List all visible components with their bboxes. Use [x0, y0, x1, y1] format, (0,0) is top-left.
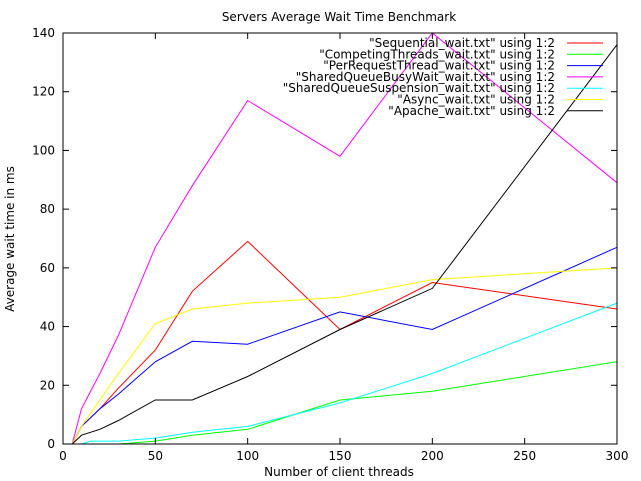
- x-tick-label: 200: [421, 449, 444, 463]
- y-tick-label: 140: [32, 26, 55, 40]
- y-tick-label: 60: [40, 261, 55, 275]
- series-line-4: [64, 32, 618, 445]
- legend-label-2: "CompetingThreads_wait.txt" using 1:2: [319, 47, 555, 61]
- series-line-6: [64, 267, 618, 445]
- y-tick-label: 80: [40, 202, 55, 216]
- y-tick-label: 100: [32, 143, 55, 157]
- x-tick-label: 300: [606, 449, 629, 463]
- y-tick-label: 0: [47, 437, 55, 451]
- chart-title: Servers Average Wait Time Benchmark: [222, 10, 456, 24]
- legend-label-1: "Sequential_wait.txt" using 1:2: [369, 36, 555, 50]
- x-tick-label: 0: [59, 449, 67, 463]
- y-tick-label: 120: [32, 85, 55, 99]
- legend: "Sequential_wait.txt" using 1:2"Competin…: [283, 36, 603, 118]
- axes: 0 50 100 150 200 250 300 0 20 40 60 80 100 120 140: [32, 26, 628, 463]
- legend-label-3: "PerRequestThread_wait.txt" using 1:2: [323, 59, 555, 73]
- y-axis-label: Average wait time in ms: [3, 166, 17, 312]
- x-tick-label: 50: [148, 449, 163, 463]
- legend-label-6: "Async_wait.txt" using 1:2: [397, 93, 555, 107]
- legend-label-7: "Apache_wait.txt" using 1:2: [388, 104, 555, 118]
- y-tick-label: 20: [40, 378, 55, 392]
- x-tick-label: 100: [236, 449, 259, 463]
- x-tick-label: 250: [513, 449, 536, 463]
- series-line-7: [64, 44, 618, 445]
- legend-label-5: "SharedQueueSuspension_wait.txt" using 1…: [283, 81, 555, 95]
- legend-label-4: "SharedQueueBusyWait_wait.txt" using 1:2: [296, 70, 555, 84]
- x-tick-label: 150: [329, 449, 352, 463]
- x-axis-label: Number of client threads: [264, 465, 414, 479]
- y-tick-label: 40: [40, 320, 55, 334]
